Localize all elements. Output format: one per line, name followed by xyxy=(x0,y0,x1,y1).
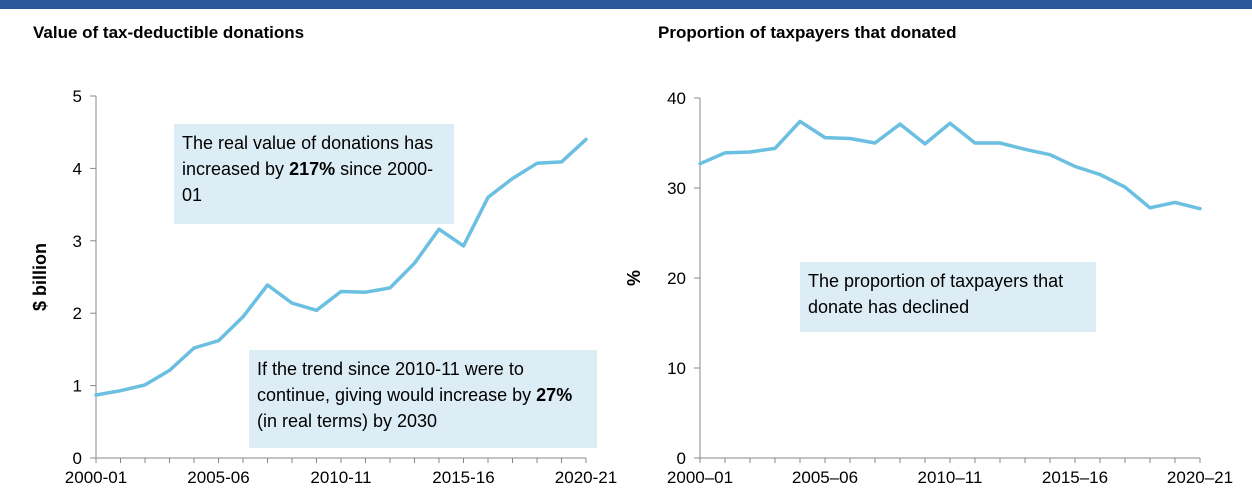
annotation-donations-increase: The real value of donations has increase… xyxy=(174,124,454,224)
data-point xyxy=(339,289,343,293)
series-line xyxy=(94,137,588,397)
x-tick-label: 2005–06 xyxy=(792,468,858,487)
x-tick-label: 2000-01 xyxy=(65,468,127,487)
y-axis-label: $ billion xyxy=(30,243,50,311)
annotation-text: The proportion of taxpayers that donate … xyxy=(808,271,1064,317)
y-tick-label: 3 xyxy=(73,232,82,251)
data-point xyxy=(973,141,977,145)
y-tick-label: 5 xyxy=(73,87,82,106)
data-point xyxy=(1123,185,1127,189)
y-tick-label: 30 xyxy=(667,179,686,198)
y-tick-label: 20 xyxy=(667,269,686,288)
data-point xyxy=(923,142,927,146)
x-tick-label: 2005-06 xyxy=(187,468,249,487)
y-tick-label: 4 xyxy=(73,159,82,178)
x-tick-label: 2010–11 xyxy=(918,468,983,487)
data-point xyxy=(560,160,564,164)
x-tick-label: 2015–16 xyxy=(1042,468,1108,487)
y-tick-label: 40 xyxy=(667,89,686,108)
data-point xyxy=(848,137,852,141)
data-point xyxy=(798,119,802,123)
header-accent-bar xyxy=(0,0,1252,9)
annotation-text: The real value of donations has increase… xyxy=(182,133,434,179)
data-point xyxy=(748,150,752,154)
data-point xyxy=(948,121,952,125)
x-tick-label: 2015-16 xyxy=(432,468,494,487)
data-point xyxy=(823,136,827,140)
x-tick-label: 2010-11 xyxy=(310,468,371,487)
x-tick-label: 2000–01 xyxy=(667,468,733,487)
data-point xyxy=(584,137,588,141)
data-point xyxy=(315,308,319,312)
annotation-text: since 2000-01 xyxy=(182,159,434,205)
annotation-highlight: 27% xyxy=(536,385,573,405)
chart-title-donations-value: Value of tax-deductible donations xyxy=(33,23,305,42)
data-point xyxy=(241,315,245,319)
data-point xyxy=(94,393,98,397)
y-tick-label: 0 xyxy=(677,449,686,468)
y-tick-label: 0 xyxy=(73,449,82,468)
data-point xyxy=(873,141,877,145)
data-point xyxy=(1098,173,1102,177)
data-point xyxy=(723,151,727,155)
x-tick-label: 2020-21 xyxy=(555,468,617,487)
data-point xyxy=(143,383,147,387)
data-point xyxy=(898,122,902,126)
data-point xyxy=(998,141,1002,145)
data-point xyxy=(1198,207,1202,211)
y-tick-label: 10 xyxy=(667,359,686,378)
data-point xyxy=(462,244,466,248)
data-point xyxy=(119,389,123,393)
data-point xyxy=(413,261,417,265)
data-point xyxy=(1148,206,1152,210)
series-line xyxy=(698,119,1202,211)
data-point xyxy=(168,368,172,372)
y-tick-label: 2 xyxy=(73,304,82,323)
data-point xyxy=(1073,164,1077,168)
data-point xyxy=(1048,153,1052,157)
y-tick-label: 1 xyxy=(73,377,82,396)
annotation-text: (in real terms) by 2030 xyxy=(257,411,438,431)
data-point xyxy=(266,283,270,287)
data-point xyxy=(437,227,441,231)
data-point xyxy=(698,162,702,166)
annotation-proportion-decline: The proportion of taxpayers that donate … xyxy=(800,262,1096,332)
chart-donations-value: 0 1 2 3 4 5 2000-01 2005-06 2010-11 2015-16 2020-2… xyxy=(30,87,617,487)
data-point xyxy=(364,290,368,294)
data-point xyxy=(192,346,196,350)
x-tick-label: 2020–21 xyxy=(1167,468,1233,487)
data-point xyxy=(511,177,515,181)
data-point xyxy=(486,195,490,199)
annotation-text: If the trend since 2010-11 were to conti… xyxy=(257,359,537,405)
data-point xyxy=(388,286,392,290)
data-point xyxy=(217,339,221,343)
data-point xyxy=(773,146,777,150)
data-point xyxy=(1023,147,1027,151)
data-point xyxy=(290,301,294,305)
annotation-highlight: 217% xyxy=(289,159,336,179)
data-point xyxy=(535,161,539,165)
annotation-trend-projection: If the trend since 2010-11 were to conti… xyxy=(249,350,597,448)
chart-title-taxpayer-proportion: Proportion of taxpayers that donated xyxy=(658,23,957,42)
data-point xyxy=(1173,200,1177,204)
